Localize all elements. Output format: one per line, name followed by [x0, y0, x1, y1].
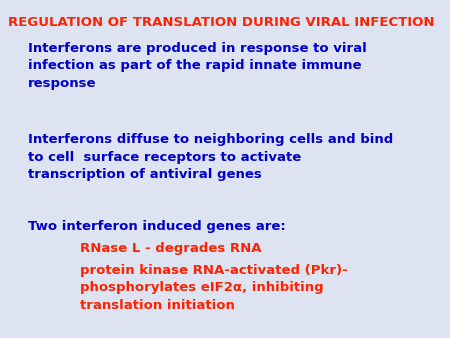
Text: protein kinase RNA-activated (Pkr)-
phosphorylates eIF2α, inhibiting
translation: protein kinase RNA-activated (Pkr)- phos… — [80, 264, 348, 312]
Text: RNase L - degrades RNA: RNase L - degrades RNA — [80, 242, 261, 255]
Text: Interferons diffuse to neighboring cells and bind
to cell  surface receptors to : Interferons diffuse to neighboring cells… — [28, 133, 393, 181]
Text: Interferons are produced in response to viral
infection as part of the rapid inn: Interferons are produced in response to … — [28, 42, 367, 90]
Text: Two interferon induced genes are:: Two interferon induced genes are: — [28, 220, 286, 233]
Text: REGULATION OF TRANSLATION DURING VIRAL INFECTION: REGULATION OF TRANSLATION DURING VIRAL I… — [8, 16, 435, 29]
